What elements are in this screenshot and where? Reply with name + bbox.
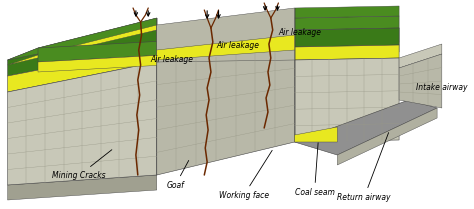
Text: Coal seam: Coal seam	[294, 143, 335, 197]
Polygon shape	[294, 100, 437, 155]
Polygon shape	[8, 25, 157, 65]
Polygon shape	[294, 28, 399, 47]
Text: Air leakage: Air leakage	[278, 28, 321, 37]
Polygon shape	[294, 45, 399, 60]
Text: Return airway: Return airway	[337, 133, 391, 202]
Polygon shape	[157, 35, 294, 60]
Polygon shape	[157, 8, 294, 62]
Text: Mining Cracks: Mining Cracks	[52, 150, 112, 180]
Polygon shape	[8, 62, 157, 185]
Polygon shape	[8, 47, 157, 92]
Polygon shape	[38, 42, 399, 72]
Text: Working face: Working face	[219, 150, 272, 200]
Text: Intake airway: Intake airway	[416, 84, 468, 93]
Text: Air leakage: Air leakage	[150, 55, 193, 64]
Polygon shape	[399, 44, 442, 68]
Polygon shape	[294, 6, 399, 18]
Polygon shape	[8, 30, 157, 76]
Polygon shape	[294, 127, 337, 142]
Text: Goaf: Goaf	[166, 161, 189, 190]
Polygon shape	[8, 18, 157, 60]
Polygon shape	[157, 50, 294, 175]
Polygon shape	[399, 54, 442, 108]
Polygon shape	[8, 18, 157, 60]
Polygon shape	[8, 175, 157, 200]
Polygon shape	[38, 28, 399, 62]
Polygon shape	[294, 58, 399, 142]
Text: Air leakage: Air leakage	[217, 41, 260, 50]
Polygon shape	[337, 108, 437, 165]
Polygon shape	[294, 16, 399, 30]
